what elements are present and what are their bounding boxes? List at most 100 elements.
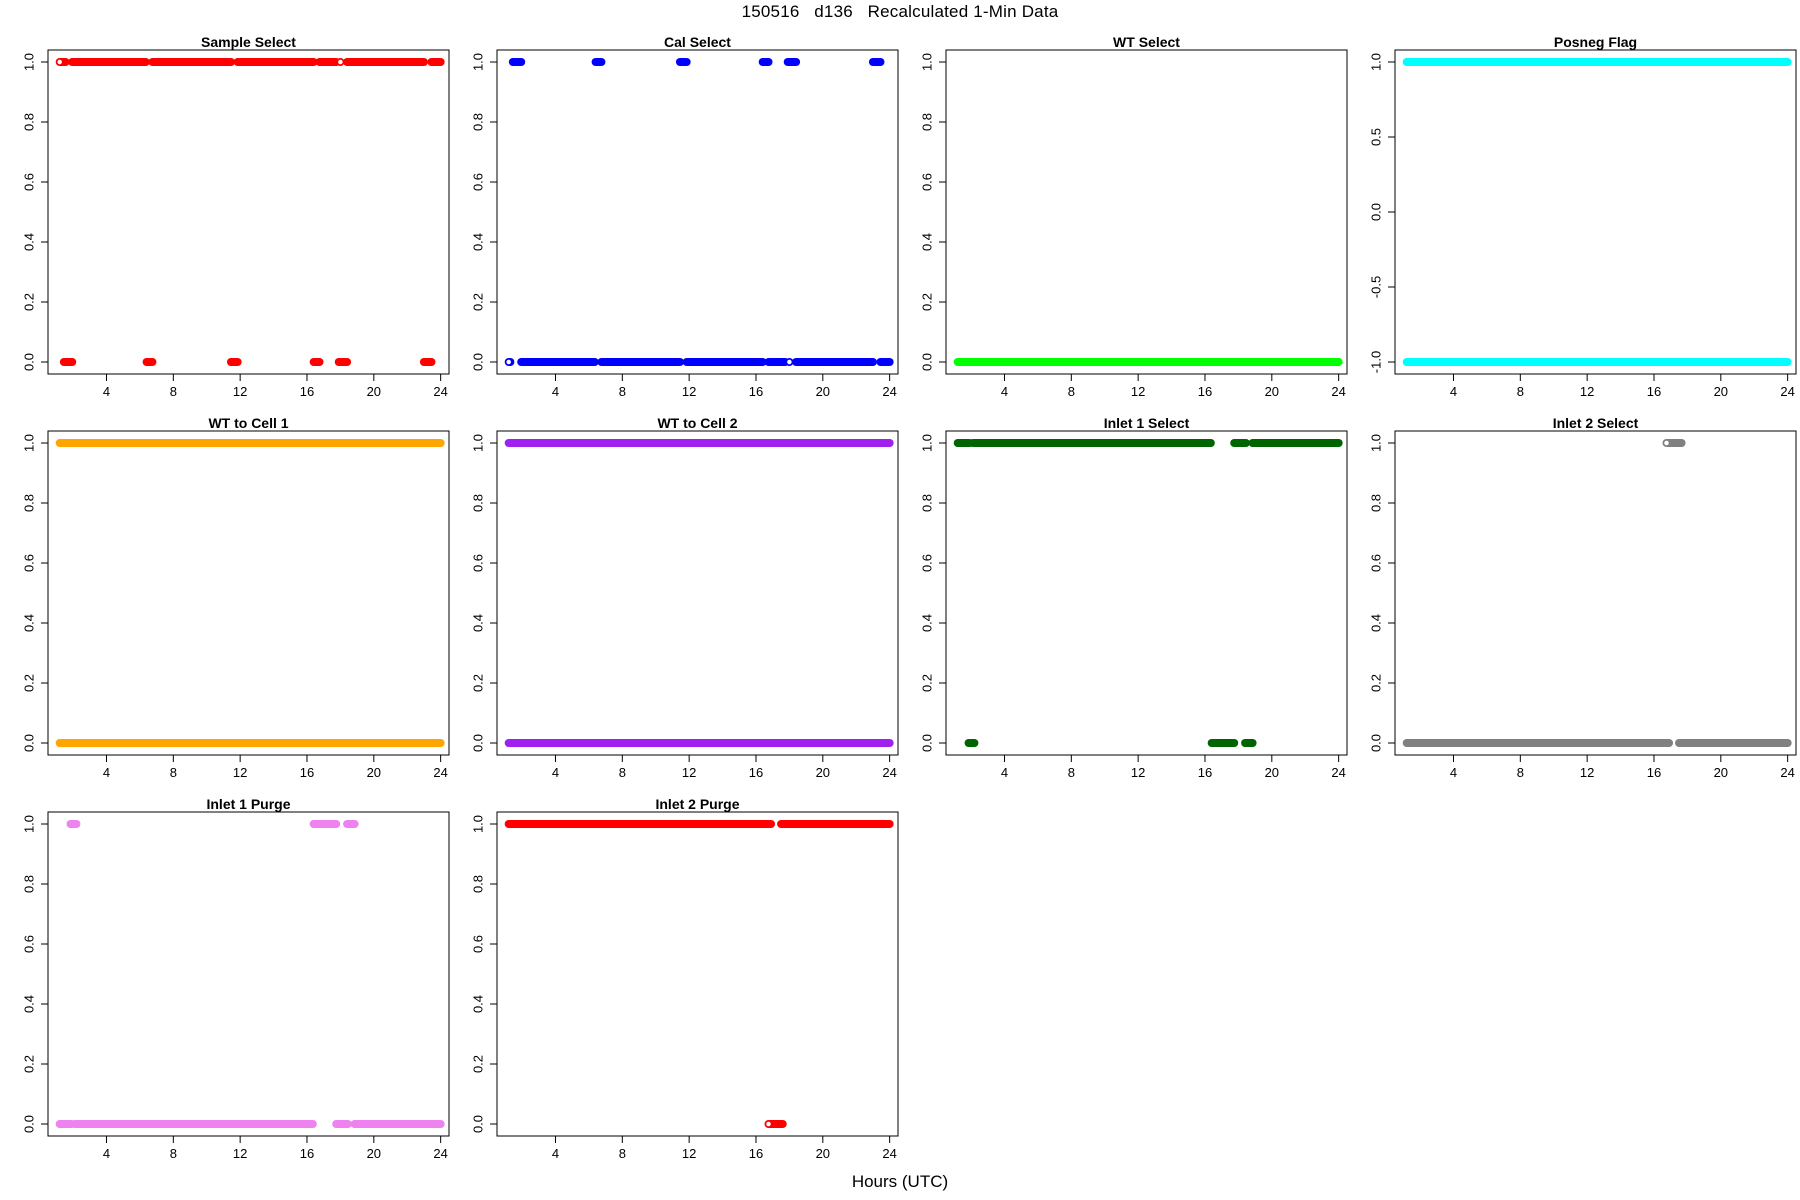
x-tick-label: 4: [1450, 765, 1457, 780]
x-tick-label: 4: [103, 384, 110, 399]
x-tick-label: 24: [433, 1146, 447, 1161]
x-tick-label: 4: [1001, 765, 1008, 780]
y-tick-label: 0.2: [21, 1055, 36, 1073]
x-tick-label: 12: [233, 384, 247, 399]
plot-frame: [496, 49, 899, 375]
panel-9: Inlet 1 Purge 4 8 12 16 20 24 0.0 0.2 0.4 0.6 0.8 1.…: [21, 796, 450, 1161]
plot-frame: [496, 811, 899, 1137]
x-tick-label: 4: [103, 765, 110, 780]
y-tick-label: 0.8: [21, 875, 36, 893]
y-tick-label: 0.6: [919, 173, 934, 191]
panel-8: Inlet 2 Select 4 8 12 16 20 24 0.0 0.2 0.4 0.6 0.8 1…: [1368, 415, 1797, 780]
panel-10: Inlet 2 Purge 4 8 12 16 20 24 0.0 0.2 0.4 0.6 0.8 1.…: [470, 796, 899, 1161]
x-tick-label: 24: [1780, 384, 1794, 399]
y-tick-label: 0.0: [1368, 203, 1383, 221]
x-tick-label: 4: [1001, 384, 1008, 399]
x-tick-label: 16: [749, 384, 763, 399]
x-tick-label: 20: [367, 384, 381, 399]
x-tick-label: 8: [1517, 765, 1524, 780]
plot-frame: [1394, 49, 1797, 375]
x-tick-label: 8: [1068, 765, 1075, 780]
x-tick-label: 12: [233, 1146, 247, 1161]
x-tick-label: 16: [1198, 765, 1212, 780]
y-tick-label: 0.8: [919, 113, 934, 131]
y-tick-label: 0.4: [21, 995, 36, 1013]
x-tick-label: 20: [1714, 384, 1728, 399]
panel-title: Inlet 2 Select: [1553, 415, 1639, 431]
panel-title: WT to Cell 2: [657, 415, 737, 431]
data-point-open: [764, 1120, 773, 1128]
y-tick-label: 0.4: [470, 614, 485, 632]
y-tick-label: 0.8: [470, 113, 485, 131]
y-tick-label: 1.0: [470, 434, 485, 452]
page-title: 150516 d136 Recalculated 1-Min Data: [741, 2, 1059, 21]
y-tick-label: 0.8: [21, 494, 36, 512]
x-tick-label: 20: [1265, 384, 1279, 399]
y-tick-label: 0.6: [21, 173, 36, 191]
x-tick-label: 24: [882, 384, 896, 399]
y-tick-label: 0.8: [470, 494, 485, 512]
x-tick-label: 12: [1580, 384, 1594, 399]
y-tick-label: 0.0: [1368, 734, 1383, 752]
y-tick-label: 0.8: [919, 494, 934, 512]
y-tick-label: 0.8: [470, 875, 485, 893]
panel-6: WT to Cell 2 4 8 12 16 20 24 0.0 0.2 0.4 0.6 0.8 1.0: [470, 415, 899, 780]
y-tick-label: 0.2: [470, 1055, 485, 1073]
x-tick-label: 20: [816, 765, 830, 780]
y-tick-label: 0.2: [1368, 674, 1383, 692]
panel-title: WT to Cell 1: [208, 415, 288, 431]
y-tick-label: 1.0: [470, 53, 485, 71]
data-point-open: [785, 358, 794, 366]
y-tick-label: 0.6: [1368, 554, 1383, 572]
x-tick-label: 12: [682, 384, 696, 399]
y-tick-label: 0.0: [470, 734, 485, 752]
x-tick-label: 4: [1450, 384, 1457, 399]
x-tick-label: 24: [433, 384, 447, 399]
x-tick-label: 4: [552, 1146, 559, 1161]
y-tick-label: 0.6: [470, 935, 485, 953]
y-tick-label: 0.4: [21, 614, 36, 632]
y-tick-label: 0.0: [470, 353, 485, 371]
x-tick-label: 8: [1068, 384, 1075, 399]
panel-title: Inlet 1 Purge: [206, 796, 290, 812]
panel-2: Cal Select 4 8 12 16 20 24 0.0 0.2 0.4 0.6 0.8 1.0: [470, 34, 899, 399]
x-tick-label: 16: [300, 384, 314, 399]
y-tick-label: 0.6: [470, 173, 485, 191]
x-tick-label: 20: [816, 1146, 830, 1161]
x-tick-label: 20: [816, 384, 830, 399]
x-tick-label: 24: [882, 765, 896, 780]
x-tick-label: 8: [619, 1146, 626, 1161]
x-tick-label: 12: [233, 765, 247, 780]
y-tick-label: 0.6: [21, 935, 36, 953]
x-tick-label: 12: [1131, 765, 1145, 780]
y-tick-label: -1.0: [1368, 351, 1383, 373]
data-point-open: [55, 58, 64, 66]
y-tick-label: 0.0: [919, 353, 934, 371]
y-tick-label: 0.4: [470, 233, 485, 251]
x-tick-label: 24: [1780, 765, 1794, 780]
x-tick-label: 12: [682, 1146, 696, 1161]
x-tick-label: 16: [1647, 384, 1661, 399]
x-tick-label: 8: [170, 765, 177, 780]
y-tick-label: 0.6: [470, 554, 485, 572]
data-point-open: [504, 358, 513, 366]
panel-1: Sample Select 4 8 12 16 20 24 0.0 0.2 0.4 0.6 0.8 1.…: [21, 34, 450, 399]
panel-title: Inlet 1 Select: [1104, 415, 1190, 431]
x-tick-label: 16: [749, 1146, 763, 1161]
y-tick-label: 1.0: [21, 53, 36, 71]
x-tick-label: 4: [103, 1146, 110, 1161]
x-tick-label: 8: [170, 384, 177, 399]
x-tick-label: 8: [170, 1146, 177, 1161]
y-tick-label: 0.0: [21, 734, 36, 752]
x-tick-label: 24: [1331, 765, 1345, 780]
panel-title: Cal Select: [664, 34, 731, 50]
x-tick-label: 4: [552, 765, 559, 780]
panel-title: WT Select: [1113, 34, 1180, 50]
x-tick-label: 8: [1517, 384, 1524, 399]
panel-7: Inlet 1 Select 4 8 12 16 20 24 0.0 0.2 0.4 0.6 0.8 1…: [919, 415, 1348, 780]
panel-5: WT to Cell 1 4 8 12 16 20 24 0.0 0.2 0.4 0.6 0.8 1.0: [21, 415, 450, 780]
y-tick-label: 0.4: [1368, 614, 1383, 632]
y-tick-label: 0.2: [470, 674, 485, 692]
plot-frame: [945, 430, 1348, 756]
